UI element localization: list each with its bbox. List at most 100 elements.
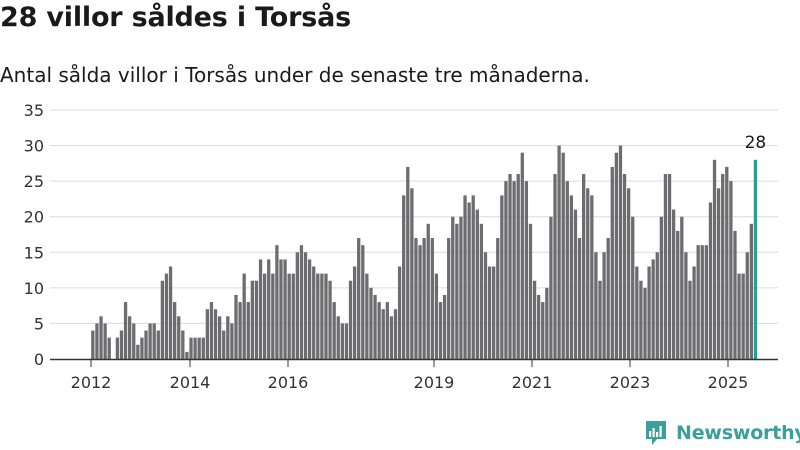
- data-bar: [185, 351, 189, 359]
- data-bar: [602, 252, 606, 359]
- data-bar: [524, 181, 529, 359]
- data-bar: [160, 280, 165, 359]
- data-bar: [99, 316, 103, 359]
- data-bar: [651, 259, 655, 359]
- data-bar: [242, 273, 246, 359]
- y-tick-label: 0: [34, 350, 44, 369]
- data-bar: [217, 316, 222, 359]
- data-bar: [541, 302, 545, 359]
- data-bar: [729, 181, 733, 359]
- data-bar: [463, 195, 467, 359]
- data-bar: [418, 245, 422, 359]
- data-bar: [128, 316, 132, 359]
- y-tick-label: 15: [24, 243, 44, 262]
- y-tick-label: 25: [24, 172, 44, 191]
- data-bar: [676, 230, 680, 359]
- x-tick-label: 2019: [414, 373, 455, 392]
- x-tick-label: 2021: [512, 373, 553, 392]
- data-bar: [406, 166, 410, 359]
- data-bar: [733, 230, 737, 359]
- data-bar: [737, 273, 741, 359]
- data-bar: [168, 266, 173, 359]
- data-bar: [451, 216, 455, 359]
- data-bar: [492, 266, 496, 359]
- data-bar: [700, 245, 704, 359]
- chart-title: 28 villor såldes i Torsås: [0, 2, 351, 33]
- data-bar: [271, 273, 275, 359]
- data-bar: [414, 238, 418, 359]
- data-bar: [381, 309, 385, 359]
- data-bar: [299, 245, 304, 359]
- data-bar: [316, 273, 320, 359]
- data-bar: [267, 259, 271, 359]
- data-bar: [635, 266, 639, 359]
- data-bar: [336, 316, 340, 359]
- data-bar: [721, 174, 725, 359]
- data-bar: [504, 181, 508, 359]
- data-bar: [132, 323, 136, 359]
- data-bar: [447, 238, 451, 359]
- data-bar: [258, 259, 263, 359]
- data-bar: [279, 259, 283, 359]
- data-bar: [393, 309, 398, 359]
- data-bar: [348, 280, 353, 359]
- data-bar: [123, 302, 128, 359]
- y-tick-label: 30: [24, 137, 44, 156]
- data-bar: [177, 316, 181, 359]
- data-bar: [516, 174, 520, 359]
- data-bar: [209, 302, 214, 359]
- data-bar: [144, 330, 148, 359]
- data-bar: [397, 266, 402, 359]
- data-bar: [692, 266, 696, 359]
- brand-name: Newsworthy: [676, 422, 800, 444]
- data-bar: [340, 323, 344, 359]
- data-bar: [385, 302, 389, 359]
- data-bar: [328, 280, 332, 359]
- data-bar: [610, 166, 614, 359]
- data-bar: [643, 287, 647, 359]
- data-bar: [512, 181, 516, 359]
- newsworthy-logo: Newsworthy: [644, 420, 800, 446]
- data-bar: [250, 280, 255, 359]
- data-bar: [422, 238, 426, 359]
- data-bar: [373, 294, 377, 359]
- data-bar: [598, 280, 602, 359]
- data-bar: [716, 188, 721, 359]
- data-bar: [688, 280, 692, 359]
- data-bar: [352, 266, 357, 359]
- chart-subtitle: Antal sålda villor i Torsås under de sen…: [0, 63, 590, 87]
- data-bar: [479, 223, 484, 359]
- y-tick-label: 5: [34, 314, 44, 333]
- data-bar: [626, 188, 631, 359]
- data-bar: [430, 238, 434, 359]
- data-bar: [508, 174, 512, 359]
- y-tick-label: 35: [24, 101, 44, 120]
- data-bar: [324, 273, 328, 359]
- data-bar: [639, 280, 643, 359]
- data-bar: [680, 216, 684, 359]
- data-bar: [590, 195, 594, 359]
- data-bar: [230, 323, 234, 359]
- data-bar: [487, 266, 492, 359]
- data-bar: [91, 330, 95, 359]
- data-bar: [201, 337, 205, 359]
- data-bar: [537, 294, 541, 359]
- data-bar: [312, 266, 316, 359]
- data-bar: [410, 188, 414, 359]
- data-bar: [254, 280, 259, 359]
- data-bar: [295, 252, 299, 359]
- data-bar: [659, 216, 664, 359]
- data-bar: [238, 302, 242, 359]
- data-bar: [622, 174, 627, 359]
- data-bar: [222, 330, 226, 359]
- data-bar: [442, 294, 447, 359]
- data-bar: [532, 280, 537, 359]
- data-bar: [647, 266, 651, 359]
- data-bar: [663, 174, 668, 359]
- x-tick-label: 2025: [708, 373, 749, 392]
- data-bar: [369, 287, 373, 359]
- data-bar: [500, 195, 504, 359]
- newsworthy-logo-icon: [646, 421, 666, 445]
- data-bar: [181, 330, 185, 359]
- data-bar: [696, 245, 700, 359]
